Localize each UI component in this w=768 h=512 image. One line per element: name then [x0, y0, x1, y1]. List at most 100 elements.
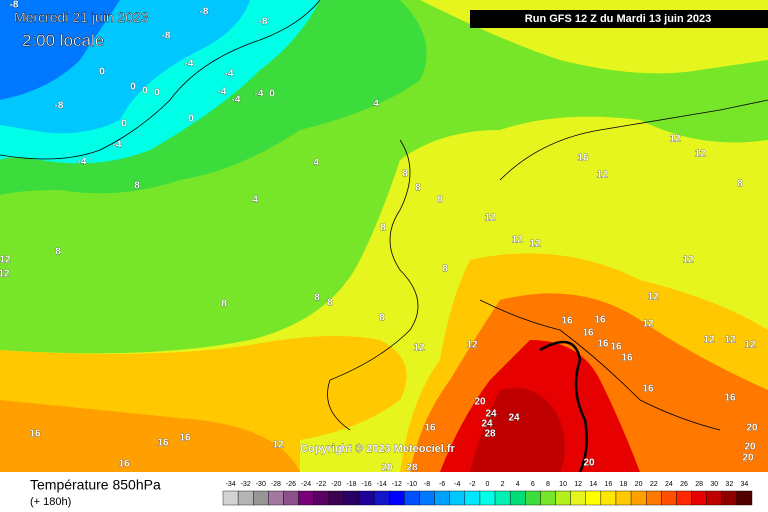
contour-label: 12	[724, 335, 736, 346]
scale-cell	[646, 490, 662, 506]
contour-label: -4	[185, 59, 194, 70]
contour-label: 20	[583, 458, 595, 469]
contour-label: 12	[0, 269, 10, 280]
scale-label: -20	[331, 481, 341, 488]
contour-label: 8	[314, 293, 320, 304]
contour-label: -8	[200, 7, 209, 18]
scale-cell	[358, 490, 375, 506]
contour-label: 8	[737, 179, 743, 190]
scale-label: -18	[346, 481, 356, 488]
scale-label: -4	[454, 481, 460, 488]
scale-label: 24	[665, 481, 673, 488]
scale-label: 30	[710, 481, 718, 488]
coastline	[499, 99, 768, 181]
run-banner	[470, 10, 768, 28]
contour-label: 0	[99, 67, 105, 78]
contour-label: 4	[252, 195, 258, 206]
scale-cell	[419, 490, 435, 506]
scale-label: 16	[605, 481, 613, 488]
contour-label: 12	[413, 343, 425, 354]
contour-label: 0	[130, 82, 136, 93]
contour-label: 16	[724, 393, 736, 404]
contour-label: 16	[610, 342, 622, 353]
scale-cell	[404, 490, 420, 506]
contour-label: 12	[682, 255, 694, 266]
scale-label: -12	[392, 481, 402, 488]
scale-cell	[691, 490, 707, 506]
map: Run GFS 12 Z du Mardi 13 juin 2023 Mercr…	[0, 0, 768, 474]
contour-label: 8	[442, 264, 448, 275]
contour-label: 16	[179, 433, 191, 444]
scale-label: 14	[589, 481, 597, 488]
scale-cell	[313, 490, 329, 506]
scale-cell	[343, 490, 360, 506]
contour-label: 16	[642, 384, 654, 395]
contour-label: 12	[596, 170, 608, 181]
orange-zone	[0, 400, 300, 472]
contour-label: 8	[55, 247, 61, 258]
scale-label: -16	[362, 481, 372, 488]
scale-label: 22	[650, 481, 658, 488]
contour-label: 20	[746, 423, 758, 434]
contour-label: 0	[121, 119, 127, 130]
scale-label: 0	[486, 481, 490, 488]
scale-cell	[706, 490, 722, 506]
contour-label: 0	[269, 89, 275, 100]
coastline	[0, 0, 321, 160]
contour-label: 16	[29, 429, 41, 440]
contour-label: 16	[582, 328, 594, 339]
scale-cell	[676, 490, 692, 506]
scale-cell	[615, 490, 632, 506]
scale-label: -10	[407, 481, 417, 488]
scale-cell	[479, 490, 496, 506]
scale-cell	[509, 490, 526, 506]
scale-label: 28	[695, 481, 703, 488]
scale-label: 34	[741, 481, 749, 488]
scale-cell	[373, 490, 390, 506]
contour-label: 16	[157, 438, 169, 449]
contour-label: 16	[561, 316, 573, 327]
scale-cell	[434, 490, 450, 506]
contour-label: 8	[415, 183, 421, 194]
contour-label: 16	[424, 423, 436, 434]
scale-cell	[464, 490, 481, 506]
scale-label: 10	[559, 481, 567, 488]
contour-label: -8	[55, 101, 64, 112]
scale-cell	[222, 490, 239, 506]
scale-label: 2	[501, 481, 505, 488]
contour-label: 12	[484, 213, 496, 224]
scale-cell	[721, 490, 738, 506]
contour-label: 24	[485, 409, 497, 420]
blue-zone	[0, 0, 120, 100]
contour-label: -8	[10, 0, 19, 11]
contour-label: 4	[313, 158, 319, 169]
scale-label: -24	[301, 481, 311, 488]
scale-label: -22	[316, 481, 326, 488]
contour-label: 12	[694, 149, 706, 160]
scale-label: 8	[546, 481, 550, 488]
contour-label: -4	[78, 157, 87, 168]
contour-label: -8	[259, 17, 268, 28]
scale-label: -32	[241, 481, 251, 488]
scale-label: -14	[377, 481, 387, 488]
contour-label: 12	[647, 292, 659, 303]
contour-label: 12	[642, 319, 654, 330]
contour-label: 28	[406, 463, 418, 474]
scale-cell	[540, 490, 556, 506]
legend-title: Température 850hPa	[30, 477, 161, 493]
scale-cell	[449, 490, 466, 506]
scale-cell	[298, 490, 314, 506]
contour-label: -4	[255, 89, 264, 100]
scale-label: -34	[225, 481, 235, 488]
contour-label: -8	[162, 31, 171, 42]
contour-label: 12	[466, 340, 478, 351]
scale-label: 26	[680, 481, 688, 488]
scale-label: 12	[574, 481, 582, 488]
color-scale: -34 -32 -30 -28 -26 -24 -22 -20 -18 -16 -14 -12 -10-…	[222, 481, 753, 506]
contour-label: 16	[597, 339, 609, 350]
scale-label: -26	[286, 481, 296, 488]
contour-label: 8	[134, 181, 140, 192]
contour-label: 12	[529, 239, 541, 250]
contour-label: 0	[154, 88, 160, 99]
contour-label: 8	[437, 195, 443, 206]
